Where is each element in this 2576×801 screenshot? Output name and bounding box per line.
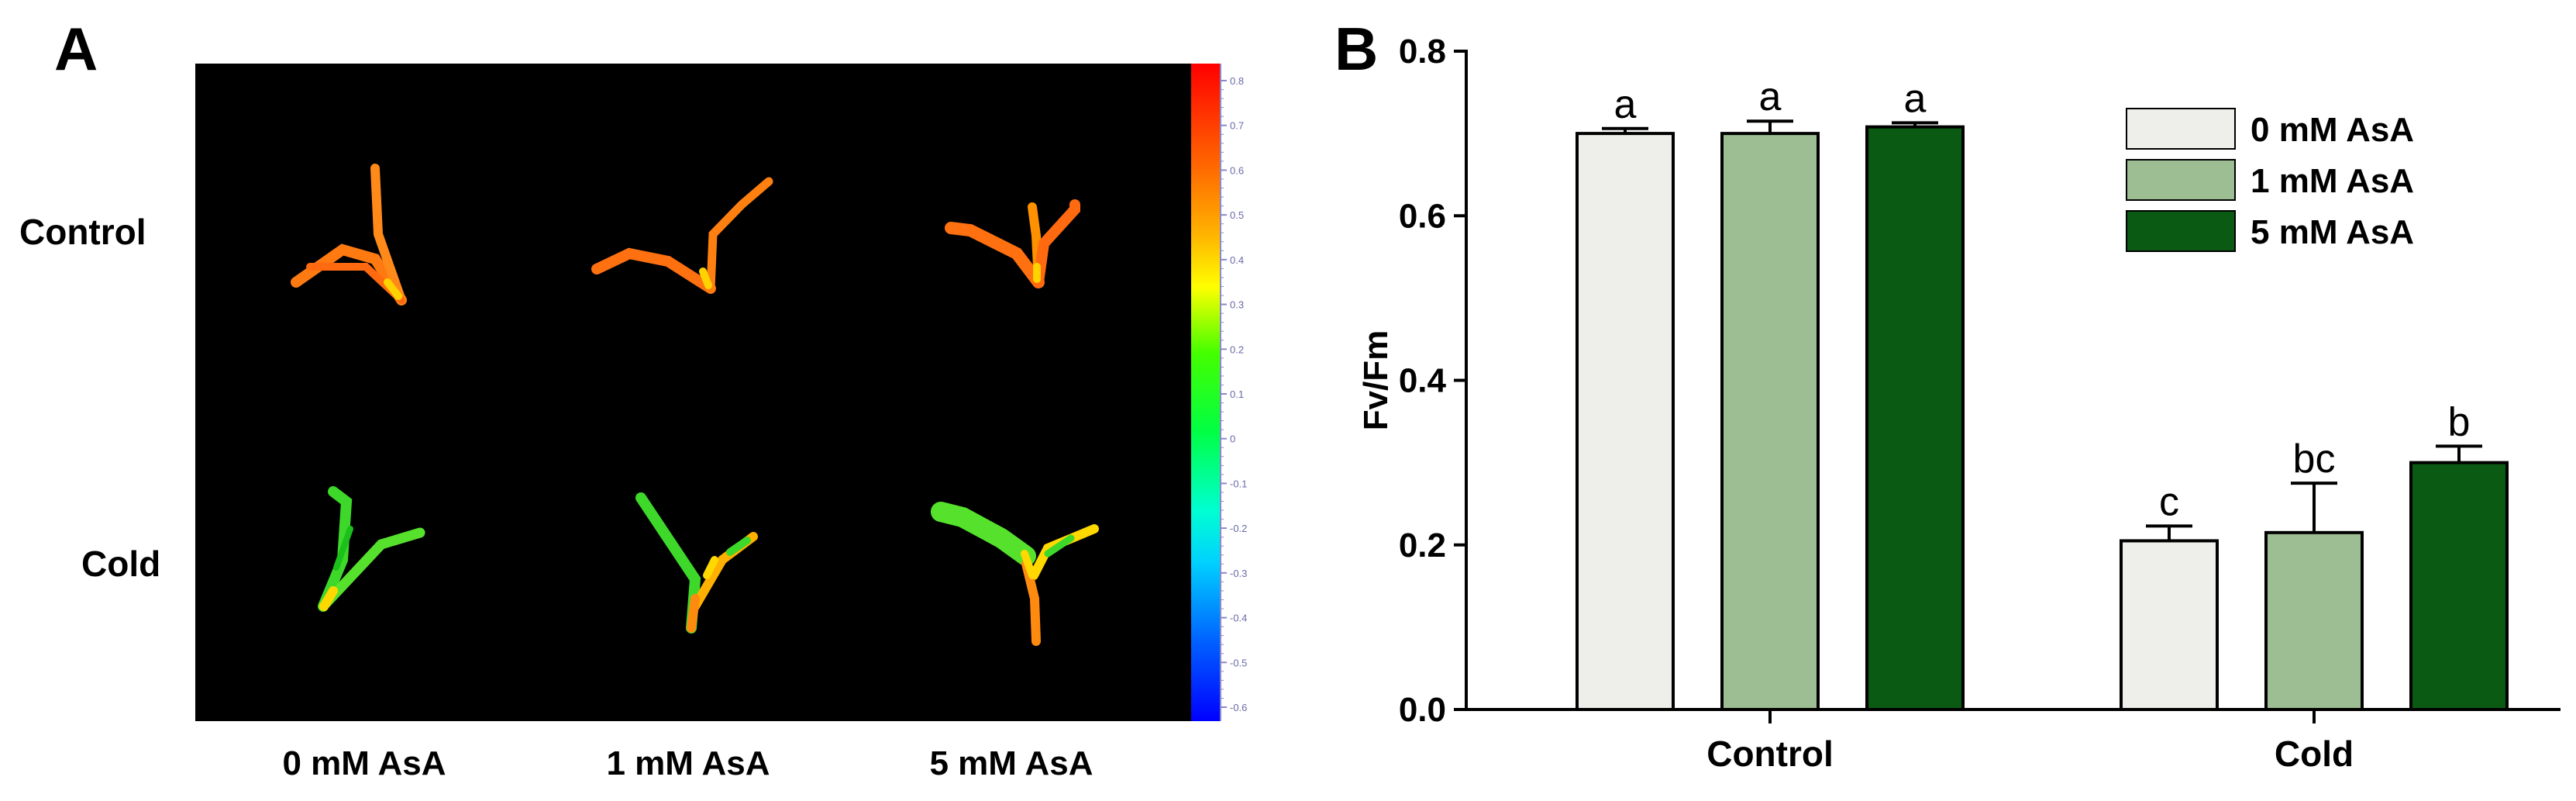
legend: 0 mM AsA 1 mM AsA 5 mM AsA [2126, 108, 2414, 252]
row-label-cold: Cold [81, 544, 161, 584]
fluorescence-image-panel [195, 64, 1191, 721]
colorbar-tick-label: -0.3 [1230, 568, 1247, 579]
seedling-control-0mM [291, 164, 407, 306]
y-axis-label: Fv/Fm [1357, 330, 1395, 431]
legend-swatch [2126, 108, 2236, 150]
legend-label: 1 mM AsA [2251, 162, 2414, 200]
legend-swatch [2126, 210, 2236, 252]
colorbar-tick-label: 0.4 [1230, 254, 1244, 266]
y-axis-ticks: 0.0 0.2 0.4 0.6 0.8 [1399, 33, 1466, 729]
y-tick-label: 0.0 [1399, 691, 1446, 729]
legend-label: 5 mM AsA [2251, 213, 2414, 251]
seedling-control-1mM [591, 177, 773, 294]
bar [1865, 125, 1965, 711]
panel-a-letter: A [54, 15, 98, 83]
bar [2264, 530, 2364, 711]
colorbar-tick-label: -0.1 [1230, 478, 1247, 489]
colorbar-tick-label: 0.8 [1230, 75, 1244, 87]
colorbar-tick-label: 0.2 [1230, 344, 1244, 355]
colorbar-tick-label: 0.3 [1230, 299, 1244, 311]
significance-letter: bc [2293, 437, 2336, 482]
legend-swatch [2126, 159, 2236, 201]
seedling-cold-0mM [318, 486, 425, 612]
colorbar-tick-label: 0.5 [1230, 209, 1244, 221]
x-tick-label: Control [1706, 734, 1834, 774]
significance-letter: a [1759, 74, 1782, 119]
y-tick-label: 0.4 [1399, 362, 1447, 400]
significance-letter: a [1904, 76, 1927, 121]
legend-label: 0 mM AsA [2251, 111, 2414, 149]
colorbar-tick-label: 0.6 [1230, 164, 1244, 176]
y-tick-label: 0.2 [1399, 527, 1446, 564]
colorbar-tick-label: -0.6 [1230, 702, 1247, 713]
colorbar-tick-label: -0.4 [1230, 613, 1247, 624]
col-label-1mM: 1 mM AsA [606, 744, 770, 782]
seedling-control-5mM [945, 199, 1080, 288]
colorbar: 0.8 0.7 0.6 0.5 0.4 0.3 0.2 0.1 0 -0.1 -0.2 -0.3 -0.… [1191, 64, 1257, 724]
bar [1720, 132, 1820, 711]
colorbar-svg: 0.8 0.7 0.6 0.5 0.4 0.3 0.2 0.1 0 -0.1 -0.2 -0.3 -0.… [1191, 64, 1247, 721]
y-tick-label: 0.6 [1399, 197, 1446, 235]
significance-letter: a [1614, 82, 1637, 127]
col-label-0mM: 0 mM AsA [282, 744, 446, 782]
colorbar-gradient [1191, 64, 1221, 721]
seedling-cold-1mM [635, 492, 758, 634]
colorbar-ticks: 0.8 0.7 0.6 0.5 0.4 0.3 0.2 0.1 0 -0.1 -0.2 -0.3 -0.… [1221, 75, 1247, 713]
seedling-cold-5mM [931, 502, 1099, 646]
colorbar-tick-label: 0 [1230, 433, 1235, 445]
bars: a a a c bc b [1576, 74, 2509, 711]
bar [1576, 132, 1675, 711]
y-tick-label: 0.8 [1399, 33, 1446, 71]
colorbar-tick-label: 0.1 [1230, 388, 1244, 400]
colorbar-tick-label: -0.2 [1230, 523, 1247, 534]
colorbar-tick-label: 0.7 [1230, 120, 1244, 132]
panel-b-letter: B [1334, 15, 1379, 83]
seedling-images [291, 164, 1099, 646]
significance-letter: c [2159, 479, 2179, 524]
x-tick-label: Cold [2275, 734, 2354, 774]
bar [2120, 539, 2219, 711]
bar [2409, 461, 2509, 711]
row-label-control: Control [19, 212, 146, 252]
x-axis-ticks: Control Cold [1706, 710, 2354, 774]
colorbar-tick-label: -0.5 [1230, 657, 1247, 668]
significance-letter: b [2448, 399, 2471, 444]
bar-chart: 0.0 0.2 0.4 0.6 0.8 Fv/Fm a a a c bc b Control Col… [1357, 33, 2561, 774]
col-label-5mM: 5 mM AsA [929, 744, 1093, 782]
